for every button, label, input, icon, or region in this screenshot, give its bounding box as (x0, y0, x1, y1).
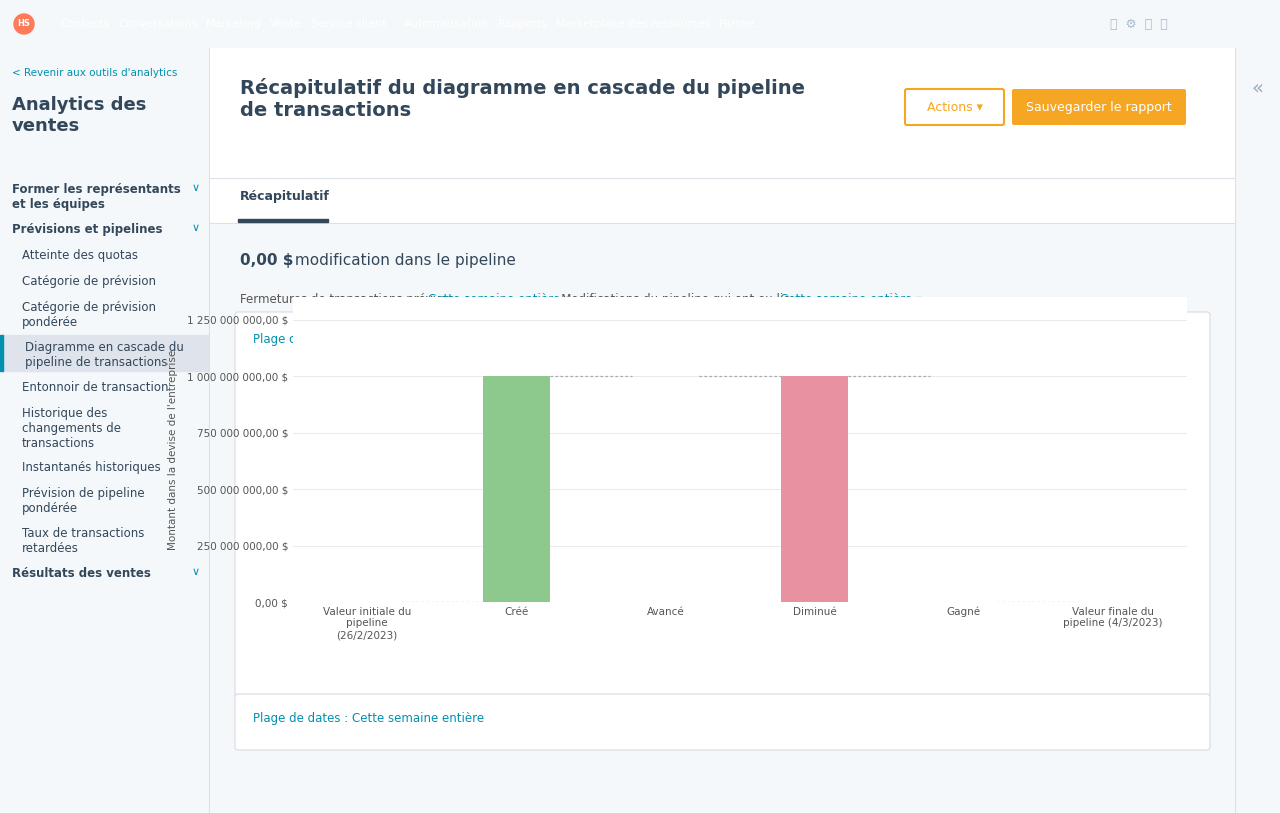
Text: Marketing: Marketing (206, 19, 261, 29)
Text: ∨: ∨ (192, 183, 200, 193)
Text: Atteinte des quotas: Atteinte des quotas (22, 249, 138, 262)
Text: ∨: ∨ (192, 567, 200, 577)
Text: Prévisions et pipelines: Prévisions et pipelines (12, 223, 163, 236)
Text: Service client: Service client (311, 19, 387, 29)
Text: < Revenir aux outils d'analytics: < Revenir aux outils d'analytics (12, 68, 178, 78)
Text: Catégorie de prévision
pondérée: Catégorie de prévision pondérée (22, 301, 156, 329)
FancyBboxPatch shape (236, 312, 1210, 698)
Text: Prévision de pipeline
pondérée: Prévision de pipeline pondérée (22, 487, 145, 515)
Text: 🔍  ⚙  🔔  👤: 🔍 ⚙ 🔔 👤 (1110, 18, 1167, 31)
Circle shape (14, 14, 35, 34)
FancyBboxPatch shape (236, 694, 1210, 750)
Text: modification dans le pipeline: modification dans le pipeline (291, 253, 516, 268)
Text: Rapports: Rapports (498, 19, 548, 29)
Text: Contacts: Contacts (60, 19, 109, 29)
FancyBboxPatch shape (905, 89, 1004, 125)
Text: Former les représentants
et les équipes: Former les représentants et les équipes (12, 183, 180, 211)
Text: ∨: ∨ (192, 223, 200, 233)
Text: Récapitulatif du diagramme en cascade du pipeline
de transactions: Récapitulatif du diagramme en cascade du… (241, 78, 805, 120)
Bar (0, 335, 210, 371)
Text: Entonnoir de transaction: Entonnoir de transaction (22, 381, 169, 394)
Bar (238, 219, 328, 222)
Text: 0,00 $: 0,00 $ (241, 253, 293, 268)
Text: Vente: Vente (270, 19, 302, 29)
FancyBboxPatch shape (1012, 89, 1187, 125)
Text: Analytics des
ventes: Analytics des ventes (12, 96, 146, 135)
Text: HS: HS (18, 20, 31, 28)
Text: Modifications du pipeline qui ont eu lieu :: Modifications du pipeline qui ont eu lie… (550, 293, 809, 306)
Bar (210, 48, 1235, 178)
Text: Cette semaine entière ▾: Cette semaine entière ▾ (428, 293, 570, 306)
Text: Automatisation: Automatisation (404, 19, 489, 29)
Text: «: « (1252, 78, 1263, 97)
Text: Partne...: Partne... (718, 19, 765, 29)
Text: Sauvegarder le rapport: Sauvegarder le rapport (1027, 101, 1172, 114)
Text: Plage de dates : Cette semaine entière: Plage de dates : Cette semaine entière (253, 333, 484, 346)
Text: Plage de dates : Cette semaine entière: Plage de dates : Cette semaine entière (253, 712, 484, 725)
Text: Catégorie de prévision: Catégorie de prévision (22, 275, 156, 288)
Bar (483, 376, 550, 602)
Y-axis label: Montant dans la devise de l'entreprise: Montant dans la devise de l'entreprise (169, 350, 178, 550)
Text: Historique des
changements de
transactions: Historique des changements de transactio… (22, 407, 122, 450)
Bar (210, 178, 1235, 223)
Text: Marketplace des ressources: Marketplace des ressources (556, 19, 710, 29)
Text: Récapitulatif: Récapitulatif (241, 190, 330, 203)
Text: Taux de transactions
retardées: Taux de transactions retardées (22, 527, 145, 555)
Text: Conversations: Conversations (119, 19, 198, 29)
Bar (781, 376, 849, 602)
Text: Diagramme en cascade du
pipeline de transactions: Diagramme en cascade du pipeline de tran… (26, 341, 184, 369)
Text: Fermetures de transactions prévues :: Fermetures de transactions prévues : (241, 293, 465, 306)
Text: Cette semaine entière ▾: Cette semaine entière ▾ (780, 293, 922, 306)
Bar (0, 335, 3, 371)
Text: Actions ▾: Actions ▾ (927, 101, 983, 114)
Text: Instantanés historiques: Instantanés historiques (22, 461, 161, 474)
Text: Résultats des ventes: Résultats des ventes (12, 567, 151, 580)
